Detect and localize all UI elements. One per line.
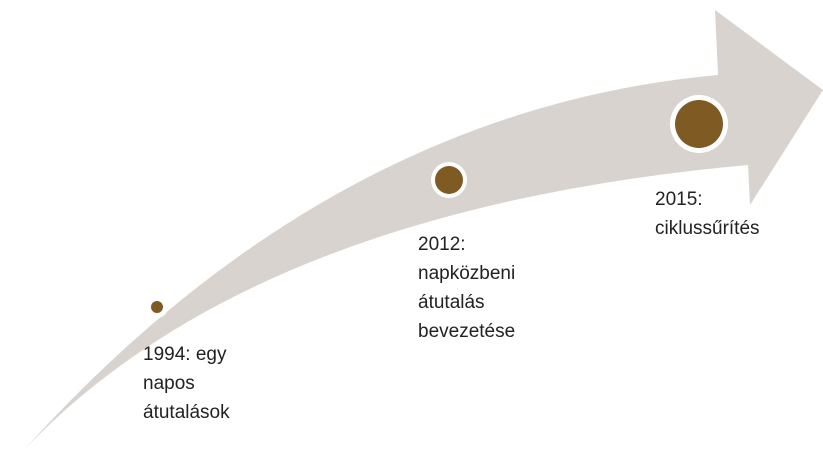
milestone-label: napközbeni [418,263,515,284]
milestone-dot [670,95,728,153]
milestone-label: 2012: [418,234,466,255]
milestone-label: napos [143,373,195,394]
milestone-label: ciklussűrítés [655,218,760,239]
milestone-dot [146,296,168,318]
milestone-label: 1994: egy [143,344,227,365]
milestone-label: átutalás [418,292,485,313]
milestone-dot [431,162,467,198]
milestone-label: 2015: [655,189,703,210]
milestone-label: bevezetése [418,321,515,342]
labels: 1994: egy napos átutalások 2012: napközbeni á… [143,189,760,423]
arrow [22,10,823,452]
milestone-label: átutalások [143,402,230,423]
